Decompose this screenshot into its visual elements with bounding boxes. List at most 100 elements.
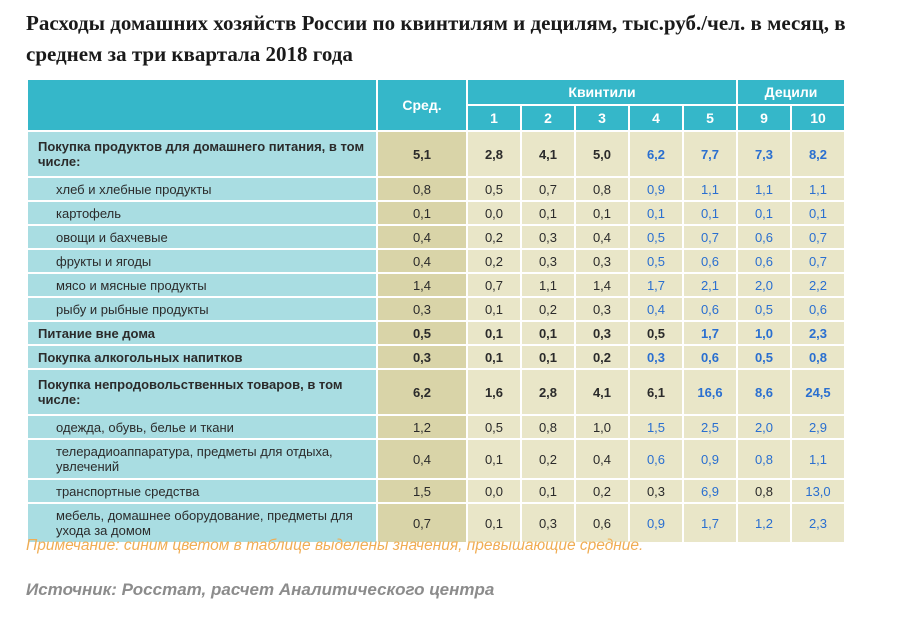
value-cell: 0,5: [630, 226, 682, 248]
header-quintiles: Квинтили: [468, 80, 736, 104]
table-row: мебель, домашнее оборудование, предметы …: [28, 504, 844, 542]
value-cell: 0,6: [684, 346, 736, 368]
row-label: фрукты и ягоды: [28, 250, 376, 272]
table-row: транспортные средства 1,5 0,0 0,1 0,2 0,3 6,9 0…: [28, 480, 844, 502]
row-label: телерадиоаппаратура, предметы для отдыха…: [28, 440, 376, 478]
value-cell: 0,9: [630, 504, 682, 542]
source-text: Источник: Росстат, расчет Аналитического…: [26, 580, 495, 599]
header-col-9: 9: [738, 106, 790, 130]
value-cell: 0,8: [576, 178, 628, 200]
value-cell: 24,5: [792, 370, 844, 414]
value-cell: 1,1: [792, 440, 844, 478]
avg-cell: 5,1: [378, 132, 466, 176]
row-label: рыбу и рыбные продукты: [28, 298, 376, 320]
table-row: рыбу и рыбные продукты 0,3 0,1 0,2 0,3 0,4 0,6…: [28, 298, 844, 320]
avg-cell: 1,4: [378, 274, 466, 296]
avg-cell: 6,2: [378, 370, 466, 414]
value-cell: 0,2: [468, 250, 520, 272]
value-cell: 0,6: [738, 250, 790, 272]
data-table-panel: Сред. Квинтили Децили 1 2 3 4 5 9 10 Пок…: [26, 78, 852, 542]
value-cell: 4,1: [576, 370, 628, 414]
value-cell: 0,3: [576, 298, 628, 320]
table-row: телерадиоаппаратура, предметы для отдыха…: [28, 440, 844, 478]
value-cell: 0,1: [522, 346, 574, 368]
table-row: хлеб и хлебные продукты 0,8 0,5 0,7 0,8 0,9 1,…: [28, 178, 844, 200]
avg-cell: 0,5: [378, 322, 466, 344]
value-cell: 16,6: [684, 370, 736, 414]
value-cell: 13,0: [792, 480, 844, 502]
value-cell: 0,5: [738, 346, 790, 368]
value-cell: 0,6: [684, 250, 736, 272]
page-title: Расходы домашних хозяйств России по квин…: [26, 11, 846, 66]
value-cell: 0,6: [630, 440, 682, 478]
value-cell: 1,7: [630, 274, 682, 296]
value-cell: 1,2: [738, 504, 790, 542]
row-label: хлеб и хлебные продукты: [28, 178, 376, 200]
value-cell: 0,1: [792, 202, 844, 224]
value-cell: 0,3: [630, 480, 682, 502]
value-cell: 2,8: [468, 132, 520, 176]
row-label: Покупка алкогольных напитков: [28, 346, 376, 368]
avg-cell: 0,4: [378, 226, 466, 248]
table-row: Покупка продуктов для домашнего питания,…: [28, 132, 844, 176]
value-cell: 6,1: [630, 370, 682, 414]
value-cell: 0,1: [738, 202, 790, 224]
value-cell: 1,1: [522, 274, 574, 296]
value-cell: 0,3: [522, 226, 574, 248]
header-deciles: Децили: [738, 80, 844, 104]
value-cell: 0,7: [684, 226, 736, 248]
value-cell: 0,9: [630, 178, 682, 200]
value-cell: 7,3: [738, 132, 790, 176]
header-col-3: 3: [576, 106, 628, 130]
row-label: мебель, домашнее оборудование, предметы …: [28, 504, 376, 542]
value-cell: 0,7: [792, 226, 844, 248]
value-cell: 0,1: [468, 322, 520, 344]
value-cell: 0,4: [576, 226, 628, 248]
avg-cell: 0,3: [378, 346, 466, 368]
value-cell: 6,2: [630, 132, 682, 176]
row-label: мясо и мясные продукты: [28, 274, 376, 296]
value-cell: 0,6: [576, 504, 628, 542]
value-cell: 0,8: [522, 416, 574, 438]
value-cell: 0,2: [468, 226, 520, 248]
value-cell: 1,6: [468, 370, 520, 414]
value-cell: 0,3: [522, 504, 574, 542]
value-cell: 8,2: [792, 132, 844, 176]
avg-cell: 0,8: [378, 178, 466, 200]
value-cell: 1,4: [576, 274, 628, 296]
header-col-2: 2: [522, 106, 574, 130]
value-cell: 0,5: [468, 416, 520, 438]
row-label: транспортные средства: [28, 480, 376, 502]
value-cell: 0,1: [468, 504, 520, 542]
header-col-10: 10: [792, 106, 844, 130]
avg-cell: 0,3: [378, 298, 466, 320]
value-cell: 1,1: [792, 178, 844, 200]
value-cell: 0,8: [792, 346, 844, 368]
value-cell: 0,3: [576, 250, 628, 272]
value-cell: 0,3: [630, 346, 682, 368]
value-cell: 0,1: [468, 298, 520, 320]
value-cell: 0,7: [792, 250, 844, 272]
avg-cell: 0,4: [378, 250, 466, 272]
value-cell: 1,1: [684, 178, 736, 200]
value-cell: 0,6: [792, 298, 844, 320]
value-cell: 0,4: [630, 298, 682, 320]
value-cell: 2,1: [684, 274, 736, 296]
table-row: Покупка алкогольных напитков 0,3 0,1 0,1 0,2…: [28, 346, 844, 368]
header-col-5: 5: [684, 106, 736, 130]
value-cell: 4,1: [522, 132, 574, 176]
row-label: Покупка непродовольственных товаров, в т…: [28, 370, 376, 414]
avg-cell: 0,7: [378, 504, 466, 542]
table-body: Покупка продуктов для домашнего питания,…: [28, 132, 844, 542]
expenses-table: Сред. Квинтили Децили 1 2 3 4 5 9 10 Пок…: [26, 78, 846, 544]
table-row: одежда, обувь, белье и ткани 1,2 0,5 0,8 1,0…: [28, 416, 844, 438]
value-cell: 0,8: [738, 480, 790, 502]
value-cell: 0,2: [576, 346, 628, 368]
avg-cell: 1,5: [378, 480, 466, 502]
value-cell: 0,5: [630, 250, 682, 272]
value-cell: 1,5: [630, 416, 682, 438]
value-cell: 0,9: [684, 440, 736, 478]
note-text: Примечание: синим цветом в таблице выдел…: [26, 537, 644, 554]
value-cell: 1,7: [684, 504, 736, 542]
value-cell: 0,6: [738, 226, 790, 248]
